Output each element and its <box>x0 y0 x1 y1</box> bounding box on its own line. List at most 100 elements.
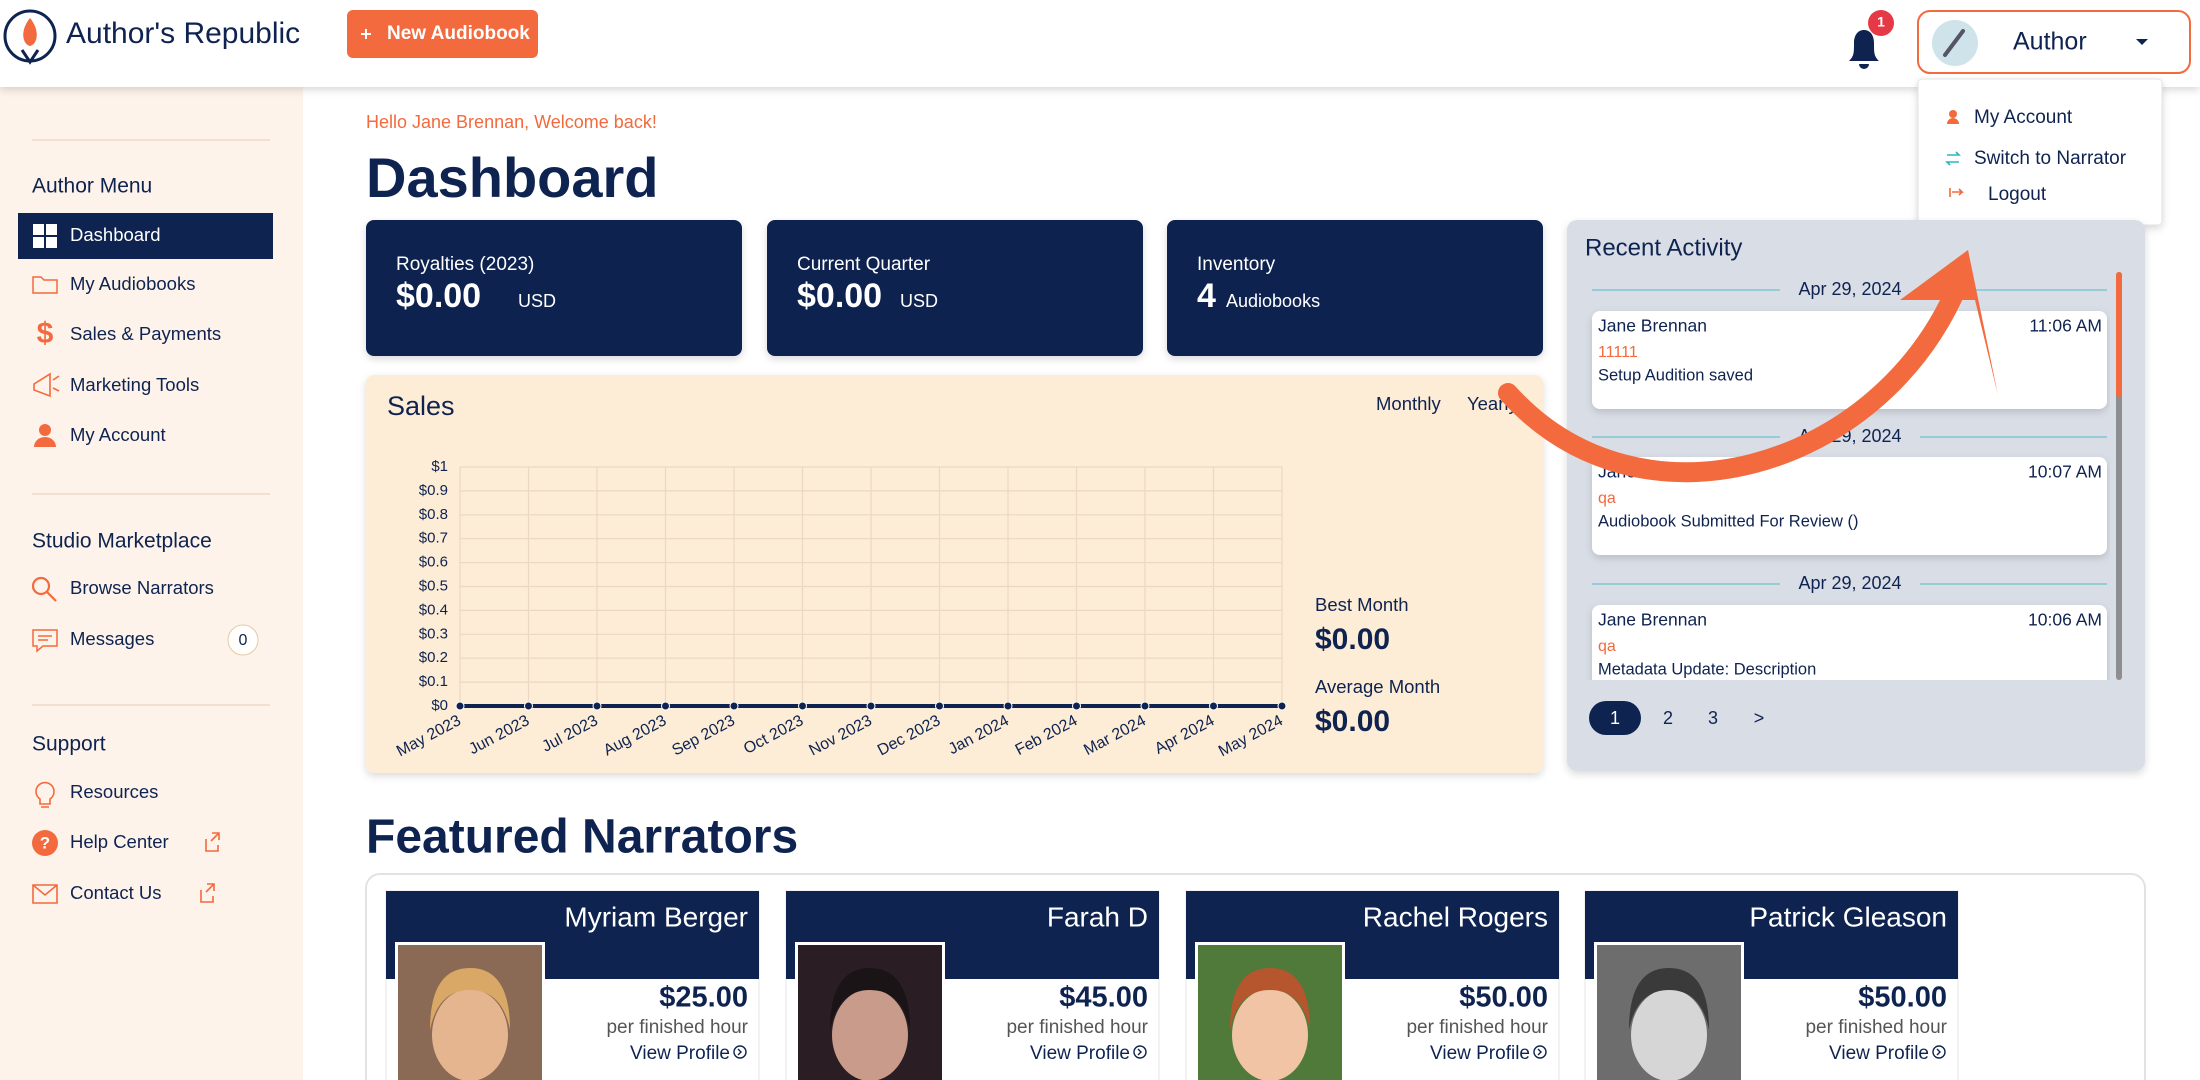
stat-value: $0.00 <box>396 277 481 315</box>
narrator-price: $25.00 <box>659 982 748 1014</box>
narrator-price: $45.00 <box>1059 982 1148 1014</box>
view-profile: View Profile <box>1030 1043 1130 1064</box>
best-month-value: $0.00 <box>1315 623 1390 656</box>
stat-label: Royalties (2023) <box>396 254 534 275</box>
best-month-label: Best Month <box>1315 594 1409 615</box>
narrator-card[interactable]: Myriam Berger $25.00 per finished hour View… <box>385 890 760 1080</box>
point <box>1209 701 1218 711</box>
sidebar-item[interactable]: Messages <box>32 628 154 653</box>
page-button[interactable]: > <box>1754 708 1765 728</box>
logo[interactable]: Author's Republic <box>3 9 300 65</box>
link-icon <box>1932 1045 1946 1059</box>
page-button[interactable]: 2 <box>1663 708 1673 728</box>
dropdown-item[interactable]: My Account <box>1947 107 2073 128</box>
sidebar-item[interactable]: Dashboard <box>18 213 273 259</box>
sidebar-item[interactable]: ? Help Center <box>32 830 220 856</box>
icon <box>39 424 51 436</box>
y-tick-label: $1 <box>431 458 448 475</box>
point <box>798 701 807 711</box>
y-tick-label: $0.8 <box>419 506 448 523</box>
badge-bg <box>1868 10 1894 36</box>
external-link-icon <box>205 832 220 852</box>
icon <box>33 237 44 248</box>
stat-card: Royalties (2023)$0.00 USD <box>366 220 742 356</box>
y-tick-label: $0 <box>431 697 448 714</box>
narrator-name: Myriam Berger <box>564 901 748 932</box>
page-button[interactable]: 3 <box>1708 708 1718 728</box>
activity-name: Jane Brennan <box>1598 316 1707 336</box>
dropdown-menu: My Account Switch to Narrator Logout <box>1917 78 2163 226</box>
scrollbar-thumb <box>2116 272 2122 397</box>
activity-name: Jane Brennan <box>1598 610 1707 630</box>
sidebar-label: Marketing Tools <box>70 374 199 395</box>
icon <box>32 629 58 653</box>
icon: ? <box>40 833 50 852</box>
activity-time: 11:06 AM <box>2029 316 2102 336</box>
y-tick-label: $0.5 <box>419 577 448 594</box>
button-label: New Audiobook <box>387 23 530 44</box>
stat-card-bg <box>366 220 742 356</box>
dropdown-item[interactable]: Switch to Narrator <box>1945 148 2127 169</box>
narrator-hair <box>1629 968 1709 1030</box>
sidebar-item[interactable]: Browse Narrators <box>31 577 214 602</box>
stat-label: Inventory <box>1197 254 1276 275</box>
link-icon <box>737 1048 742 1056</box>
activity-text: Metadata Update: Description <box>1598 660 1816 678</box>
sidebar-label: Contact Us <box>70 882 162 903</box>
narrator-card[interactable]: Patrick Gleason $50.00 per finished hour Vi… <box>1584 890 1959 1080</box>
notification-bell[interactable]: 1 <box>1849 10 1894 69</box>
sidebar-item[interactable]: Contact Us <box>32 882 215 904</box>
date-bg <box>1780 572 1920 596</box>
user-role: Author <box>2013 28 2087 56</box>
icon: $ <box>37 317 54 350</box>
y-tick-label: $0.2 <box>419 649 448 666</box>
greeting: Hello Jane Brennan, Welcome back! <box>366 112 657 132</box>
stat-value: 4 <box>1197 277 1216 315</box>
point <box>1277 701 1287 711</box>
icon <box>32 830 58 856</box>
switch-icon <box>1945 151 1961 166</box>
icon <box>46 224 57 235</box>
y-tick-label: $0.7 <box>419 530 448 547</box>
new-audiobook-button[interactable]: New Audiobook <box>347 10 538 58</box>
activity-title: Recent Activity <box>1585 234 1742 261</box>
stat-card: Current Quarter$0.00 USD <box>767 220 1143 356</box>
narrator-rate: per finished hour <box>1406 1017 1548 1038</box>
narrator-hair <box>430 968 510 1030</box>
activity-time: 10:07 AM <box>2028 462 2102 482</box>
dropdown-item[interactable]: Logout <box>1949 184 2047 205</box>
narrator-card[interactable]: Rachel Rogers $50.00 per finished hour View… <box>1185 890 1560 1080</box>
caret <box>2136 39 2148 45</box>
sidebar-item[interactable]: My Audiobooks <box>32 273 195 294</box>
sidebar-item[interactable]: Marketing Tools <box>33 372 199 398</box>
narrator-face <box>832 989 908 1080</box>
sidebar-item[interactable]: Resources <box>35 781 158 808</box>
sidebar-section-title: Support <box>32 733 106 756</box>
stat-unit: Audiobooks <box>1226 291 1320 311</box>
user-menu-button[interactable]: Author <box>1917 10 2191 74</box>
activity-card <box>1592 605 2107 680</box>
date-bg <box>1780 278 1920 302</box>
activity-date: Apr 29, 2024 <box>1798 279 1901 299</box>
page-label: > <box>1754 708 1765 728</box>
stat-unit: USD <box>900 291 938 311</box>
featured-title: Featured Narrators <box>366 811 798 864</box>
sidebar-label: Resources <box>70 781 158 802</box>
point <box>1003 701 1013 711</box>
activity-tag: qa <box>1598 638 1616 655</box>
logo-flame <box>23 18 37 46</box>
link-icon <box>1537 1048 1542 1056</box>
toggle-monthly[interactable]: Monthly <box>1376 393 1442 414</box>
activity-tag: qa <box>1598 490 1616 507</box>
page-label: 2 <box>1663 708 1673 728</box>
sidebar-item[interactable]: $ Sales & Payments <box>37 317 222 350</box>
sidebar-item[interactable]: My Account <box>34 424 166 447</box>
active-bg <box>18 213 273 259</box>
count-bg <box>227 624 259 656</box>
link-icon <box>1137 1048 1142 1056</box>
narrator-card[interactable]: Farah D $45.00 per finished hour View Profi… <box>785 890 1160 1080</box>
narrator-price: $50.00 <box>1858 982 1947 1014</box>
page-button[interactable]: 1 <box>1589 701 1641 735</box>
page-active-bg <box>1589 701 1641 735</box>
